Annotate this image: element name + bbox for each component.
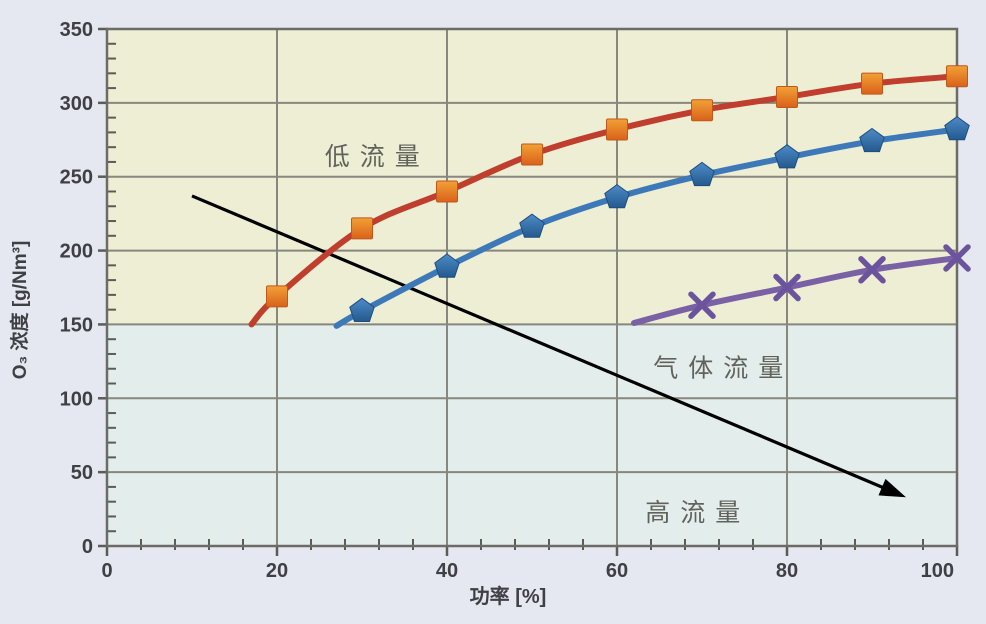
y-tick-label: 100 — [60, 388, 93, 410]
y-axis-title: O₃ 浓度 [g/Nm³] — [8, 241, 31, 380]
y-tick-label: 200 — [60, 241, 93, 263]
tick-labels: 0 50 100 150 200 250 300 350 0 20 40 60 80 100 — [60, 19, 954, 582]
plot-regions — [107, 29, 957, 546]
y-tick-label: 250 — [60, 167, 93, 189]
x-tick-label: 60 — [606, 560, 628, 582]
annotation-gas-flow-label: 气体流量 — [653, 354, 793, 382]
series-line-red-squares — [248, 73, 960, 328]
marker-square — [776, 85, 798, 108]
annotation-high-flow-label: 高流量 — [645, 499, 750, 527]
arrow-head — [878, 478, 906, 498]
arrow-shaft — [191, 194, 894, 494]
x-axis-title: 功率 [%] — [470, 584, 547, 608]
marker-square — [521, 143, 543, 166]
marker-square — [861, 72, 883, 95]
marker-square — [266, 285, 288, 308]
marker-square — [606, 118, 628, 141]
marker-pentagon — [689, 161, 715, 187]
data-series — [248, 65, 971, 329]
x-tick-label: 80 — [776, 560, 798, 582]
plot-region-lower — [107, 324, 957, 546]
x-tick-label: 20 — [266, 560, 288, 582]
x-tick-label: 0 — [101, 560, 112, 582]
marker-square — [436, 180, 458, 203]
marker-pentagon — [604, 183, 630, 209]
marker-pentagon — [859, 127, 885, 153]
x-tick-label: 100 — [921, 560, 954, 582]
y-tick-label: 150 — [60, 314, 93, 336]
marker-x — [773, 273, 801, 302]
marker-pentagon — [944, 115, 970, 141]
marker-square — [691, 99, 713, 122]
marker-pentagon — [774, 144, 800, 169]
plot-border — [105, 27, 959, 548]
marker-pentagon — [349, 297, 375, 322]
marker-x — [943, 244, 971, 272]
series-red-squares — [248, 65, 968, 328]
gas-flow-arrow — [191, 194, 906, 498]
series-blue-pentagons — [333, 115, 970, 329]
series-purple-x — [631, 244, 971, 326]
marker-pentagon — [519, 213, 545, 238]
y-tick-label: 50 — [71, 462, 93, 484]
y-tick-label: 0 — [82, 536, 93, 558]
marker-square — [946, 65, 968, 88]
annotation-low-flow-label: 低流量 — [325, 143, 430, 171]
marker-square — [351, 217, 373, 240]
x-tick-label: 40 — [436, 560, 458, 582]
y-tick-label: 350 — [60, 19, 93, 41]
marker-pentagon — [434, 253, 460, 278]
marker-x — [688, 291, 716, 319]
y-tick-label: 300 — [60, 93, 93, 115]
marker-x — [858, 256, 886, 284]
